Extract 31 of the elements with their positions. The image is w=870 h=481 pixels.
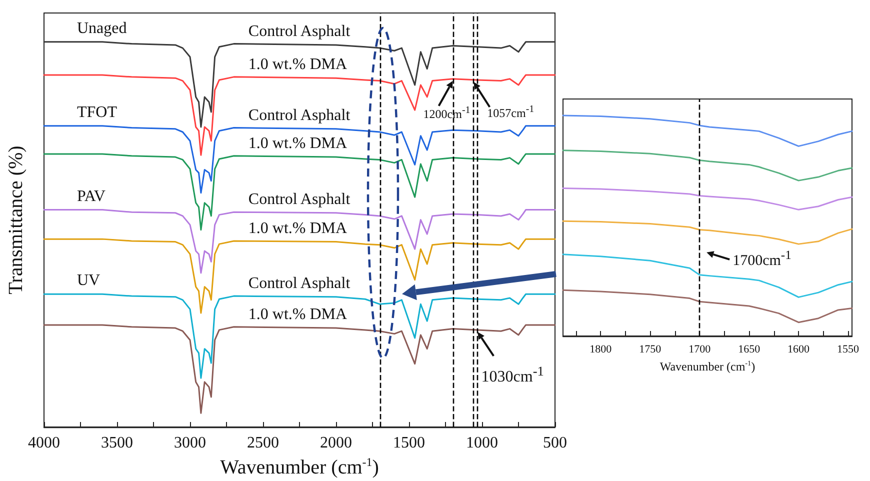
series-label: Control Asphalt — [248, 22, 350, 40]
series-label: 1.0 wt.% DMA — [248, 134, 348, 152]
x-tick-label: 1750 — [639, 344, 662, 356]
annotation: UV — [77, 272, 100, 290]
annotation: 1057cm$^{-1}$ — [487, 104, 534, 120]
series-label: 1.0 wt.% DMA — [248, 306, 348, 323]
series-label: Control Asphalt — [248, 190, 350, 208]
x-tick-label: 4000 — [28, 434, 60, 452]
x-tick-label: 1800 — [590, 344, 612, 356]
series-label: Control Asphalt — [248, 275, 350, 292]
series-label: 1.0 wt.% DMA — [248, 220, 348, 238]
series-label: 1.0 wt.% DMA — [248, 56, 348, 73]
series-label: Control Asphalt — [248, 106, 350, 124]
x-tick-label: 1650 — [738, 344, 761, 356]
x-tick-label: 1600 — [788, 344, 810, 356]
x-tick-label: 1550 — [837, 344, 860, 356]
x-tick-label: 3000 — [174, 434, 206, 452]
x-tick-label: 1000 — [466, 434, 498, 452]
x-tick-label: 3500 — [101, 434, 133, 452]
x-tick-label: 500 — [543, 434, 567, 452]
text: Unaged — [77, 20, 127, 37]
x-tick-label: 1500 — [393, 434, 425, 452]
x-tick-label: 2500 — [247, 434, 279, 452]
y-axis-title: Transmittance (%) — [5, 146, 27, 294]
annotation: PAV — [77, 188, 106, 205]
x-tick-label: 2000 — [320, 434, 352, 452]
annotation: 1200cm$^{-1}$ — [423, 104, 470, 121]
annotation: 1030cm$^{-1}$ — [481, 363, 544, 386]
annotation: 1700cm$^{-1}$ — [732, 248, 792, 270]
annotation: TFOT — [77, 104, 117, 121]
x-tick-label: 1700 — [688, 344, 712, 356]
